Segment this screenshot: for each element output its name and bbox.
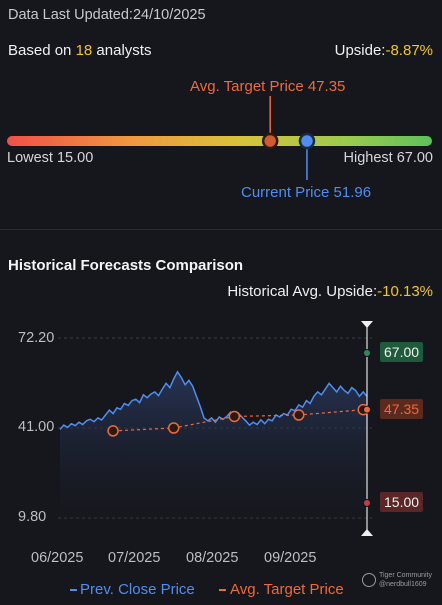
section-divider <box>0 229 442 230</box>
price-range-gauge <box>7 96 432 180</box>
historical-upside-value: -10.13% <box>377 283 433 300</box>
current-price-marker <box>298 132 316 150</box>
analyst-count-text: Based on 18 analysts <box>8 42 151 59</box>
historical-upside-text: Historical Avg. Upside:-10.13% <box>227 283 433 300</box>
watermark-line1: Tiger Community <box>378 572 432 579</box>
range-top-arrow <box>361 321 373 328</box>
avg-target-marker <box>261 132 279 150</box>
legend-avg-target[interactable]: Avg. Target Price <box>219 581 344 598</box>
historical-forecasts-title: Historical Forecasts Comparison <box>8 257 244 274</box>
x-tick-label: 08/2025 <box>186 550 239 566</box>
range-bar <box>7 136 432 146</box>
tiger-logo-icon <box>361 573 376 587</box>
x-tick-label: 06/2025 <box>31 550 84 566</box>
legend-target-label: Avg. Target Price <box>230 581 344 598</box>
forecast-avg-point <box>363 405 371 414</box>
legend-close-price[interactable]: Prev. Close Price <box>70 581 195 598</box>
legend-dash-icon <box>219 589 226 592</box>
legend-close-label: Prev. Close Price <box>80 581 195 598</box>
x-tick-label: 07/2025 <box>108 550 161 566</box>
forecast-axis <box>361 321 373 536</box>
avg-target-label: Avg. Target Price 47.35 <box>190 78 346 95</box>
analyst-count: 18 <box>75 42 93 59</box>
upside-label: Upside: <box>334 42 386 59</box>
range-bottom-arrow <box>361 529 373 536</box>
upside-value: -8.87% <box>385 42 433 59</box>
forecast-high-point <box>363 349 371 357</box>
watermark-line2: @nerdbull1609 <box>378 581 427 588</box>
tiger-community-watermark: Tiger Community @nerdbull1609 <box>361 571 432 589</box>
avg-target-point <box>228 410 241 423</box>
x-tick-label: 09/2025 <box>264 550 317 566</box>
current-price-label: Current Price 51.96 <box>241 184 372 201</box>
updated-label: Data Last Updated: <box>8 7 133 23</box>
updated-date: 24/10/2025 <box>132 7 206 23</box>
forecast-low-badge: 15.00 <box>380 492 424 512</box>
avg-target-point <box>293 409 305 421</box>
highest-label: Highest 67.00 <box>343 150 433 166</box>
close-price-area <box>60 371 367 518</box>
close-price-line <box>59 370 368 430</box>
forecast-low-point <box>363 499 371 507</box>
history-chart <box>58 321 373 536</box>
based-on-prefix: Based on <box>8 42 76 59</box>
lowest-label: Lowest 15.00 <box>7 150 94 166</box>
historical-upside-label: Historical Avg. Upside: <box>227 283 378 300</box>
data-updated-text: Data Last Updated:24/10/2025 <box>8 7 206 23</box>
legend-line-icon <box>70 589 77 592</box>
avg-target-point <box>167 422 180 434</box>
forecast-avg-badge: 47.35 <box>380 398 424 419</box>
based-on-suffix: analysts <box>92 42 152 59</box>
forecast-high-badge: 67.00 <box>380 342 424 362</box>
y-tick-label: 9.80 <box>18 509 47 525</box>
avg-target-point <box>107 425 119 437</box>
y-tick-label: 41.00 <box>18 419 55 435</box>
upside-text: Upside:-8.87% <box>335 42 433 59</box>
y-tick-label: 72.20 <box>18 330 55 346</box>
